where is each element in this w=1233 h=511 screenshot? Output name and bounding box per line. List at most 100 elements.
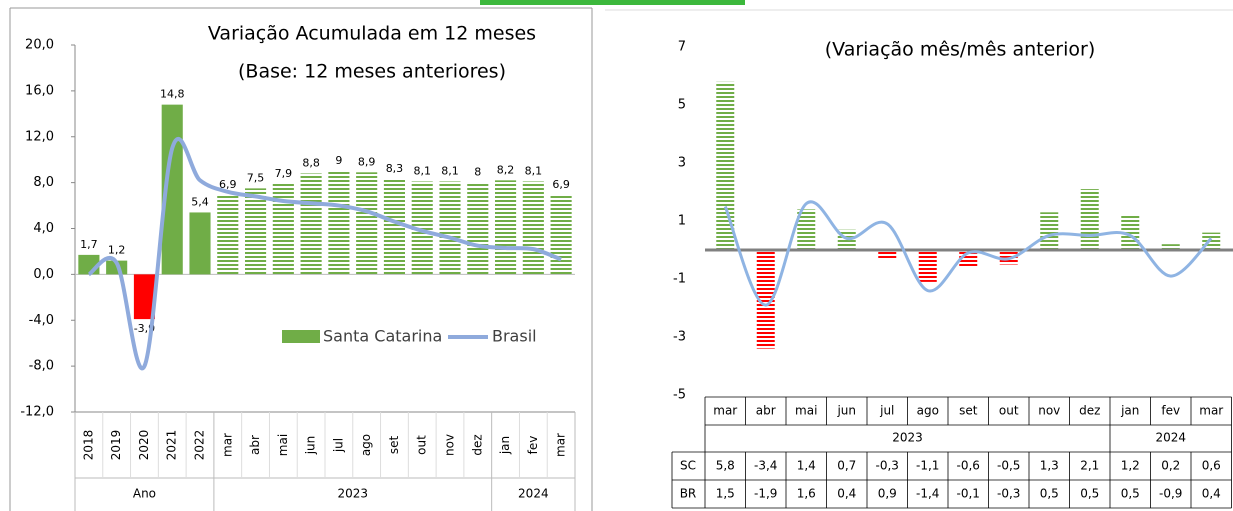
table-cell: 0,7 [837, 459, 856, 473]
bar [411, 181, 433, 275]
table-cell: -3,4 [754, 459, 777, 473]
data-label: 14,8 [160, 88, 185, 101]
y-tick-label: 16,0 [25, 83, 54, 98]
table-cell: -0,5 [997, 459, 1020, 473]
bar [797, 209, 816, 250]
table-cell: 1,4 [797, 459, 816, 473]
group-label: 2023 [892, 431, 923, 445]
data-label: 8,8 [302, 156, 320, 169]
y-tick-label: -4,0 [29, 313, 54, 328]
data-label: 7,5 [247, 171, 265, 184]
bar [522, 181, 544, 275]
chart-title: (Variação mês/mês anterior) [825, 39, 1095, 61]
y-tick-label: -3 [673, 330, 686, 345]
x-tick-label: abr [248, 435, 262, 455]
x-tick-label: jan [1120, 404, 1139, 418]
bar [1040, 212, 1059, 250]
x-tick-label: mai [276, 434, 290, 456]
bar [439, 181, 461, 275]
x-tick-label: jul [331, 438, 345, 453]
table-cell: -1,4 [916, 487, 939, 501]
x-tick-label: mar [1199, 404, 1223, 418]
data-label: 8,3 [386, 162, 404, 175]
x-tick-label: out [999, 404, 1019, 418]
x-tick-label: jun [836, 404, 856, 418]
table-cell: 0,5 [1080, 487, 1099, 501]
data-label: 5,4 [191, 195, 209, 208]
x-tick-label: set [387, 436, 401, 455]
table-cell: 1,5 [716, 487, 735, 501]
x-tick-label: mar [713, 404, 737, 418]
legend-label: Brasil [492, 327, 537, 346]
x-tick-label: nov [1038, 404, 1060, 418]
y-tick-label: 8,0 [33, 175, 54, 190]
bar [328, 171, 350, 275]
y-tick-label: 1 [678, 214, 686, 229]
data-label: 9 [335, 154, 342, 167]
table-cell: -0,3 [876, 459, 899, 473]
row-header: SC [680, 459, 696, 473]
table-cell: -0,1 [957, 487, 980, 501]
group-label: 2024 [1155, 431, 1186, 445]
data-label: 8,1 [525, 164, 543, 177]
data-label: 8,9 [358, 155, 376, 168]
bar [1161, 244, 1180, 250]
right-chart: (Variação mês/mês anterior) -5 -3 -1 1 3 5 7 202… [671, 39, 1233, 509]
data-label: 8,2 [497, 163, 515, 176]
y-tick-label: -8,0 [29, 359, 54, 374]
table-cell: 0,2 [1161, 459, 1180, 473]
table-cell: -0,9 [1159, 487, 1182, 501]
y-tick-label: -1 [673, 272, 686, 287]
data-label: 8,1 [413, 164, 431, 177]
x-tick-label: dez [1079, 404, 1100, 418]
x-tick-label: 2018 [81, 430, 95, 461]
table-cell: 1,3 [1040, 459, 1059, 473]
bar [383, 179, 405, 275]
data-label: 6,9 [219, 178, 237, 191]
x-tick-label: set [959, 404, 978, 418]
table-cell: 1,2 [1121, 459, 1140, 473]
x-tick-label: jan [498, 436, 512, 455]
bar [467, 182, 489, 275]
data-label: 8,1 [441, 164, 459, 177]
table-cell: 0,5 [1121, 487, 1140, 501]
table-cell: 0,4 [1202, 487, 1221, 501]
x-tick-label: 2019 [109, 430, 123, 461]
bar [189, 212, 211, 275]
bar [272, 183, 294, 275]
group-label: Ano [133, 487, 156, 501]
table-cell: -1,1 [916, 459, 939, 473]
bar [217, 195, 239, 275]
x-tick-label: fev [526, 436, 540, 455]
bar [1080, 189, 1099, 250]
bar [878, 250, 897, 259]
line-series [723, 200, 1213, 307]
y-tick-label: 5 [678, 98, 686, 113]
x-tick-label: mar [220, 433, 234, 457]
data-label: 1,7 [80, 238, 98, 251]
y-tick-label: -12,0 [20, 405, 54, 420]
bar [495, 180, 517, 275]
x-tick-label: jun [304, 436, 318, 456]
y-tick-label: 4,0 [33, 221, 54, 236]
row-header: BR [680, 487, 697, 501]
bar [716, 81, 735, 250]
x-tick-label: 2021 [165, 430, 179, 461]
chart-subtitle: (Base: 12 meses anteriores) [238, 61, 506, 83]
y-tick-label: 7 [678, 40, 686, 55]
table-cell: 0,6 [1202, 459, 1221, 473]
bar [756, 250, 775, 349]
y-tick-label: -5 [673, 388, 686, 403]
table-cell: -1,9 [754, 487, 777, 501]
x-tick-label: out [415, 435, 429, 455]
x-tick-label: mai [795, 404, 817, 418]
bar [356, 172, 378, 275]
y-tick-label: 3 [678, 156, 686, 171]
table-cell: 0,9 [878, 487, 897, 501]
x-tick-label: 2022 [193, 430, 207, 461]
x-tick-label: ago [917, 404, 939, 418]
y-tick-label: 20,0 [25, 38, 54, 53]
x-tick-label: jul [879, 404, 894, 418]
left-chart: Variação Acumulada em 12 meses (Base: 12 … [20, 23, 576, 511]
